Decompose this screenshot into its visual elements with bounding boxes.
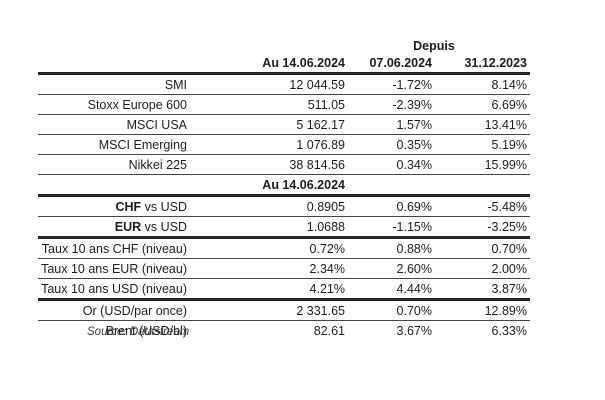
row-value-since-ytd: 5.19% [437,134,530,155]
table-row-stoxx-europe-600: Stoxx Europe 600 511.05 -2.39% 6.69% [38,94,530,115]
row-value-since-ytd: 0.70% [437,237,530,259]
table-row-taux-10-ans-chf: Taux 10 ans CHF (niveau) 0.72% 0.88% 0.7… [38,237,530,259]
market-data-table: Depuis Au 14.06.2024 07.06.2024 31.12.20… [38,38,530,340]
currency-code: CHF [115,199,142,214]
empty-cell [350,174,437,197]
row-label: Brent (USD/bl) [105,323,187,338]
table-row-smi: SMI 12 044.59 -1.72% 8.14% [38,73,530,95]
table-column-header-row: Au 14.06.2024 07.06.2024 31.12.2023 [38,54,530,75]
section-header-au-14-06-2024: Au 14.06.2024 [198,174,350,197]
row-value-since-week: 2.60% [350,258,437,279]
row-value-since-ytd: 6.33% [491,323,527,338]
group-header-depuis: Depuis [413,39,455,53]
row-value-since-ytd: -5.48% [437,195,530,217]
table-row-msci-emerging: MSCI Emerging 1 076.89 0.35% 5.19% [38,134,530,155]
empty-cell [38,54,198,75]
row-value-since-week: -1.72% [350,73,437,95]
row-value-level: 1 076.89 [198,134,350,155]
table-row-brent: Brent (USD/bl) 82.61 3.67% 6.33% [38,321,530,341]
row-value-level: 2 331.65 [198,299,350,321]
row-value-level: 0.72% [198,237,350,259]
row-value-since-ytd: 12.89% [437,299,530,321]
empty-cell [38,174,198,197]
row-label: SMI [38,73,198,95]
row-value-level: 4.21% [198,278,350,301]
table-row-or-usd-once: Or (USD/par once) 2 331.65 0.70% 12.89% [38,299,530,321]
row-value-since-week: 0.34% [350,154,437,175]
row-label: Taux 10 ans USD (niveau) [38,278,198,301]
row-label: Nikkei 225 [38,154,198,175]
row-label: CHF vs USD [38,195,198,217]
row-value-since-ytd: 13.41% [437,114,530,135]
table-row-msci-usa: MSCI USA 5 162.17 1.57% 13.41% [38,114,530,135]
row-label: Taux 10 ans EUR (niveau) [38,258,198,279]
row-value-since-week: -1.15% [350,216,437,239]
row-value-since-ytd: 2.00% [437,258,530,279]
row-value-since-week: 3.67% [396,323,432,338]
table-row-taux-10-ans-eur: Taux 10 ans EUR (niveau) 2.34% 2.60% 2.0… [38,258,530,279]
row-label: MSCI USA [38,114,198,135]
row-value-since-ytd: 15.99% [437,154,530,175]
row-value-level: 2.34% [198,258,350,279]
row-label: EUR vs USD [38,216,198,239]
row-value-level: 5 162.17 [198,114,350,135]
row-value-since-ytd: 3.87% [437,278,530,301]
row-value-level: 1.0688 [198,216,350,239]
row-value-level: 38 814.56 [198,154,350,175]
row-value-since-ytd: -3.25% [437,216,530,239]
currency-code: EUR [114,219,142,234]
table-row-taux-10-ans-usd: Taux 10 ans USD (niveau) 4.21% 4.44% 3.8… [38,278,530,301]
column-header-31-12-2023: 31.12.2023 [437,54,530,75]
empty-cell [198,38,350,54]
column-header-au-14-06-2024: Au 14.06.2024 [198,54,350,75]
row-value-level: 511.05 [198,94,350,115]
row-label: Or (USD/par once) [38,299,198,321]
row-label: Taux 10 ans CHF (niveau) [38,237,198,259]
row-value-since-ytd: 6.69% [437,94,530,115]
row-value-since-week: 4.44% [350,278,437,301]
row-label: Stoxx Europe 600 [38,94,198,115]
empty-cell [437,174,530,197]
table-row-eur-vs-usd: EUR vs USD 1.0688 -1.15% -3.25% [38,216,530,239]
row-value-since-week: 1.57% [350,114,437,135]
row-value-since-week: 0.88% [350,237,437,259]
source-note: Source: Datastream [87,326,190,338]
table-row-chf-vs-usd: CHF vs USD 0.8905 0.69% -5.48% [38,195,530,217]
row-value-level: 12 044.59 [198,73,350,95]
row-value-level: 82.61 [313,323,345,338]
table-row-nikkei-225: Nikkei 225 38 814.56 0.34% 15.99% [38,154,530,175]
row-value-since-ytd: 8.14% [437,73,530,95]
column-header-07-06-2024: 07.06.2024 [350,54,437,75]
table-group-header-row: Depuis [38,38,530,54]
label-suffix: vs USD [141,219,187,234]
row-value-since-week: 0.70% [350,299,437,321]
label-suffix: vs USD [141,199,187,214]
row-value-since-week: 0.35% [350,134,437,155]
row-value-since-week: 0.69% [350,195,437,217]
empty-cell [38,38,198,54]
row-value-since-week: -2.39% [350,94,437,115]
row-value-level: 0.8905 [198,195,350,217]
table-section-header-row: Au 14.06.2024 [38,174,530,197]
row-label: MSCI Emerging [38,134,198,155]
